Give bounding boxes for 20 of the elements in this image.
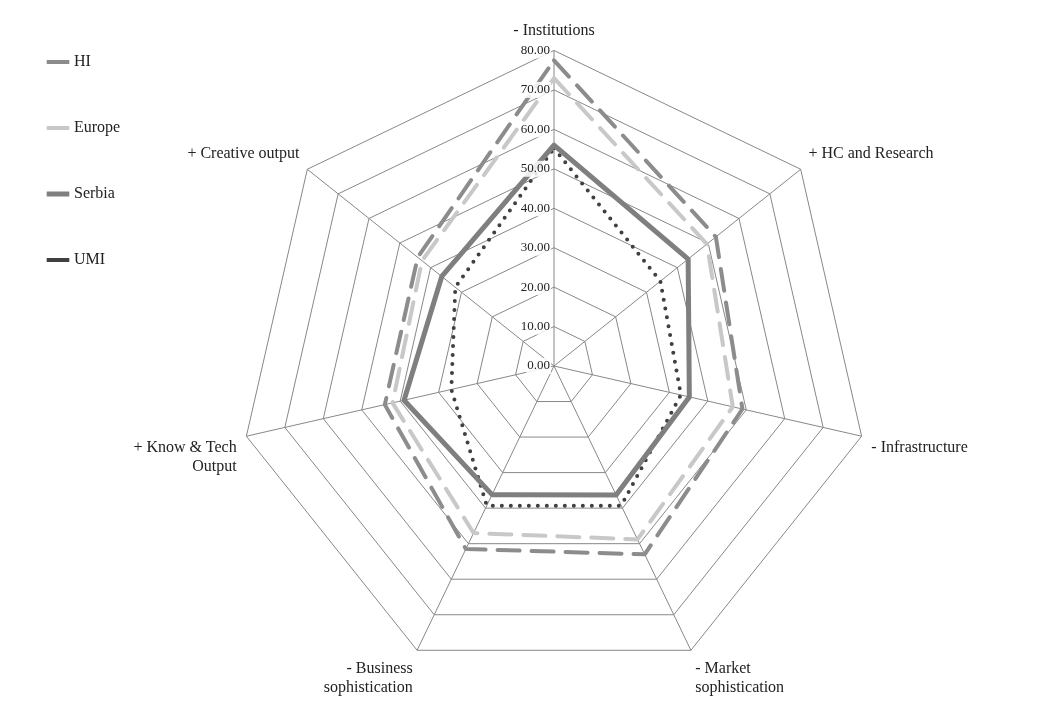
y-tick-label: 20.00 [520,278,550,294]
spoke-label: - Business sophistication [323,659,413,697]
legend-label: Europe [74,118,121,137]
y-tick-label: 50.00 [520,160,550,176]
y-tick-label: 0.00 [527,357,550,373]
y-tick-label: 70.00 [520,81,550,97]
y-tick-label: 60.00 [520,120,550,136]
spoke-label: - Market sophistication [695,659,785,697]
legend-label: HI [74,52,91,70]
y-tick-label: 80.00 [520,41,550,57]
spoke-label: + HC and Research [808,143,934,161]
spoke-label: - Institutions [513,21,595,39]
y-tick-label: 40.00 [520,199,550,215]
y-tick-label: 10.00 [520,317,550,333]
legend-label: UMI [74,250,106,268]
spoke-label: + Know & Tech Output [133,438,238,476]
spoke-label: + Creative output [187,143,301,162]
y-tick-label: 30.00 [520,239,550,255]
legend-label: Serbia [74,184,115,202]
spoke-label: - Infrastructure [871,438,968,456]
